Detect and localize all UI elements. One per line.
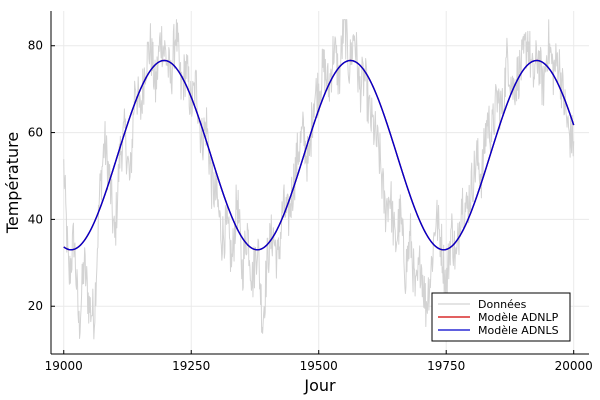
y-tick-label-3: 80 xyxy=(28,39,43,53)
x-tick-label-2: 19500 xyxy=(300,359,338,373)
series-line-0 xyxy=(63,19,575,340)
legend-label-1: Modèle ADNLP xyxy=(478,311,559,324)
x-tick-label-1: 19250 xyxy=(172,359,210,373)
y-axis-label: Température xyxy=(3,132,22,234)
grid xyxy=(51,11,589,354)
y-tick-label-0: 20 xyxy=(28,299,43,313)
x-tick-label-3: 19750 xyxy=(427,359,465,373)
axes xyxy=(50,11,589,355)
series-layer xyxy=(63,19,575,340)
ticks: 19000 19250 19500 19750 20000 20 40 60 80 xyxy=(28,39,593,373)
y-tick-label-1: 40 xyxy=(28,212,43,226)
series-line-2 xyxy=(63,59,575,251)
x-tick-label-0: 19000 xyxy=(45,359,83,373)
legend-label-0: Données xyxy=(478,298,527,311)
x-tick-label-4: 20000 xyxy=(555,359,593,373)
y-tick-label-2: 60 xyxy=(28,126,43,140)
legend-label-2: Modèle ADNLS xyxy=(478,324,559,337)
x-axis-label: Jour xyxy=(303,376,336,395)
